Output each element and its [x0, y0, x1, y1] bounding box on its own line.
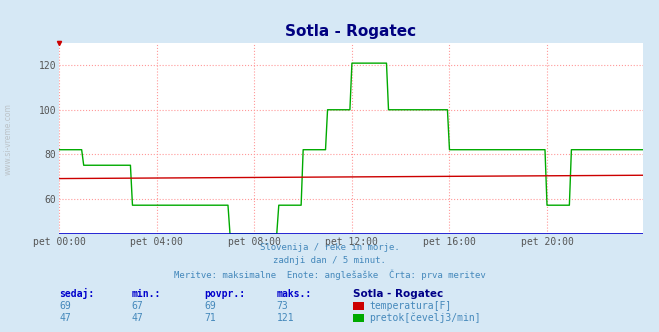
Text: temperatura[F]: temperatura[F]	[369, 301, 451, 311]
Text: zadnji dan / 5 minut.: zadnji dan / 5 minut.	[273, 256, 386, 265]
Text: Slovenija / reke in morje.: Slovenija / reke in morje.	[260, 243, 399, 252]
Text: Sotla - Rogatec: Sotla - Rogatec	[353, 289, 443, 299]
Text: 121: 121	[277, 313, 295, 323]
Text: min.:: min.:	[132, 289, 161, 299]
Text: 71: 71	[204, 313, 216, 323]
Title: Sotla - Rogatec: Sotla - Rogatec	[285, 24, 416, 39]
Text: Meritve: maksimalne  Enote: anglešaške  Črta: prva meritev: Meritve: maksimalne Enote: anglešaške Čr…	[173, 270, 486, 280]
Text: povpr.:: povpr.:	[204, 289, 245, 299]
Text: pretok[čevelj3/min]: pretok[čevelj3/min]	[369, 313, 480, 323]
Text: 67: 67	[132, 301, 144, 311]
Text: 47: 47	[59, 313, 71, 323]
Text: www.si-vreme.com: www.si-vreme.com	[3, 104, 13, 175]
Text: maks.:: maks.:	[277, 289, 312, 299]
Text: 69: 69	[59, 301, 71, 311]
Text: 69: 69	[204, 301, 216, 311]
Text: 73: 73	[277, 301, 289, 311]
Text: 47: 47	[132, 313, 144, 323]
Text: sedaj:: sedaj:	[59, 288, 94, 299]
